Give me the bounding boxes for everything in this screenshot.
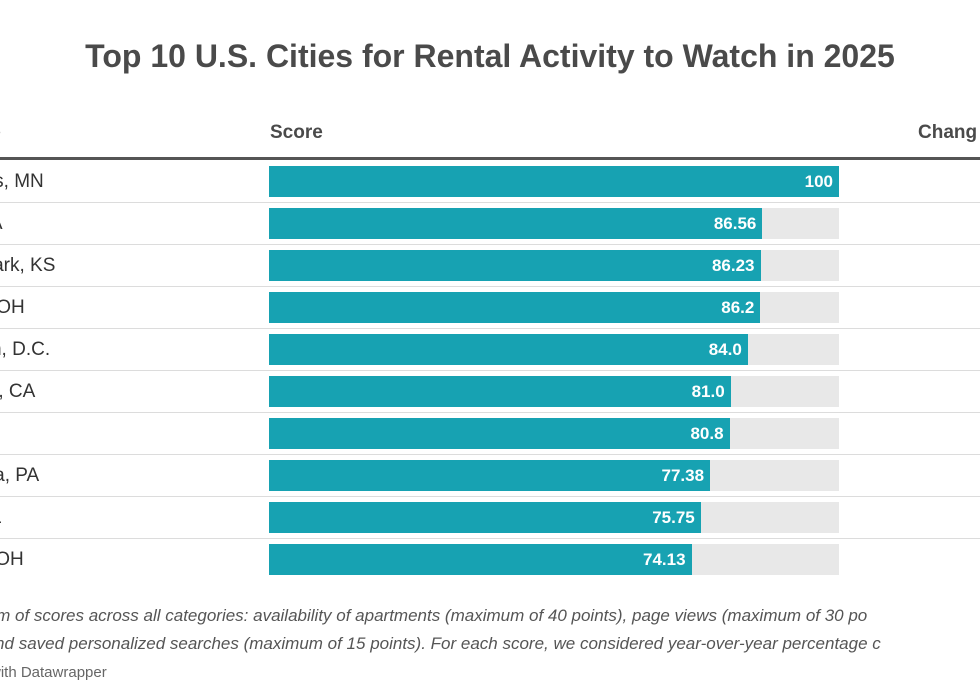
location-cell: go, IL: [0, 497, 2, 538]
location-cell: Rosa, CA: [0, 381, 36, 402]
table-row: nd Park, KS 86.23: [0, 245, 980, 287]
score-bar-track: 80.8: [269, 418, 839, 449]
location-cell: elphia, PA: [0, 465, 40, 486]
score-value-label: 84.0: [708, 340, 742, 359]
table-row: nati, OH 74.13: [0, 539, 980, 580]
score-value-label: 86.23: [711, 256, 755, 275]
score-value-label: 100: [804, 172, 833, 191]
score-bar: 77.38: [269, 460, 711, 491]
column-header-score[interactable]: Score: [270, 122, 323, 143]
score-bar: 86.23: [269, 250, 761, 281]
score-bar-track: 86.56: [269, 208, 839, 239]
table-row: Rosa, CA 81.0: [0, 371, 980, 413]
location-cell: ngton, D.C.: [0, 339, 51, 360]
location-cell: nd Park, KS: [0, 255, 56, 276]
score-value-label: 81.0: [691, 382, 725, 401]
score-bar-track: 81.0: [269, 376, 839, 407]
footnote-line-1: e sum of scores across all categories: a…: [0, 606, 868, 625]
score-value-label: 86.2: [721, 298, 755, 317]
score-value-label: 77.38: [661, 466, 705, 485]
score-bar: 86.56: [269, 208, 763, 239]
score-bar: 80.8: [269, 418, 730, 449]
score-bar-track: 86.2: [269, 292, 839, 323]
score-bar: 84.0: [269, 334, 748, 365]
score-value-label: 80.8: [690, 424, 724, 443]
column-header-change[interactable]: Chang: [918, 122, 978, 143]
score-bar-track: 74.13: [269, 544, 839, 575]
header-divider: [0, 157, 980, 160]
score-bar: 86.2: [269, 292, 761, 323]
location-cell: apolis, MN: [0, 171, 44, 192]
column-header-location[interactable]: tate: [0, 122, 1, 144]
table-row: , MI80.8: [0, 413, 980, 455]
score-value-label: 75.75: [652, 508, 695, 527]
score-bar: 75.75: [269, 502, 701, 533]
table-row: and, OH 86.2: [0, 287, 980, 329]
score-value-label: 86.56: [713, 214, 757, 233]
location-cell: a, GA: [0, 203, 3, 244]
table-row: apolis, MN 100: [0, 161, 980, 203]
score-bar-track: 100: [269, 166, 839, 197]
location-cell: nati, OH: [0, 549, 24, 570]
score-bar-track: 75.75: [269, 502, 839, 533]
score-bar: 81.0: [269, 376, 731, 407]
score-bar-track: 84.0: [269, 334, 839, 365]
table-row: go, IL 75.75: [0, 497, 980, 539]
location-cell: and, OH: [0, 297, 25, 318]
table-row: ngton, D.C. 84.0: [0, 329, 980, 371]
score-value-label: 74.13: [642, 550, 686, 569]
table-row: a, GA 86.56: [0, 203, 980, 245]
chart-title: Top 10 U.S. Cities for Rental Activity t…: [85, 38, 895, 74]
score-bar-track: 86.23: [269, 250, 839, 281]
score-bar: 100: [269, 166, 839, 197]
credit-text[interactable]: with Datawrapper: [0, 664, 107, 681]
score-bar-track: 77.38: [269, 460, 839, 491]
footnote-line-2: s), and saved personalized searches (max…: [0, 634, 881, 653]
table-body: apolis, MN 100 a, GA 86.56 nd Park, KS 86.23 a…: [0, 161, 980, 580]
table-row: elphia, PA 77.38: [0, 455, 980, 497]
score-bar: 74.13: [269, 544, 692, 575]
